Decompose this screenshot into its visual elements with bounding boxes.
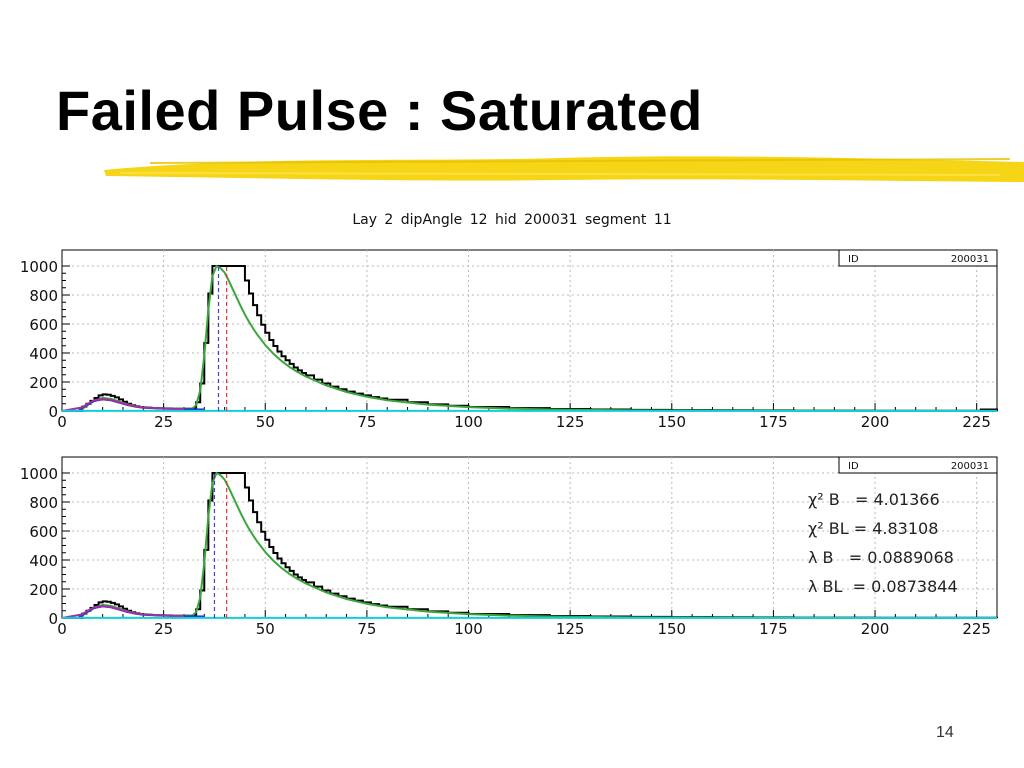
x-tick-label: 125 xyxy=(556,620,585,638)
stats-box xyxy=(838,249,998,267)
series-line-3 xyxy=(61,398,184,412)
y-tick-label: 1000 xyxy=(20,258,58,276)
y-tick-label: 800 xyxy=(29,287,58,305)
x-tick-label: 175 xyxy=(759,413,788,431)
y-tick-label: 1000 xyxy=(20,465,58,483)
x-tick-label: 50 xyxy=(256,413,275,431)
stats-box-value: 200031 xyxy=(951,461,989,472)
x-tick-label: 225 xyxy=(962,620,991,638)
series-line-3 xyxy=(61,605,184,619)
chart-panel-1: 0 25 50 75 100 125 150 175 200 225 0 200 400 600 800 10… xyxy=(20,249,998,431)
y-tick-label: 400 xyxy=(29,345,58,363)
y-tick-label: 400 xyxy=(29,552,58,570)
x-tick-label: 200 xyxy=(861,620,890,638)
slide-title: Failed Pulse : Saturated xyxy=(56,79,703,142)
y-tick-label: 200 xyxy=(29,374,58,392)
x-tick-label: 150 xyxy=(657,620,686,638)
y-tick-label: 600 xyxy=(29,316,58,334)
x-tick-label: 25 xyxy=(154,620,173,638)
plot-frame xyxy=(61,249,998,412)
x-tick-label: 100 xyxy=(454,413,483,431)
stats-box-label: ID xyxy=(848,254,859,265)
x-tick-label: 75 xyxy=(357,620,376,638)
stats-box-label: ID xyxy=(848,461,859,472)
plot-frame xyxy=(61,456,998,619)
x-tick-label: 175 xyxy=(759,620,788,638)
x-tick-label: 0 xyxy=(57,413,67,431)
x-tick-label: 25 xyxy=(154,413,173,431)
stats-box xyxy=(838,456,998,474)
fit-annotation: λ BL = 0.0873844 xyxy=(808,577,958,596)
x-tick-label: 150 xyxy=(657,413,686,431)
x-tick-label: 125 xyxy=(556,413,585,431)
y-tick-label: 800 xyxy=(29,494,58,512)
y-tick-label: 0 xyxy=(48,610,58,628)
x-tick-label: 50 xyxy=(256,620,275,638)
y-tick-label: 0 xyxy=(48,403,58,421)
x-tick-label: 75 xyxy=(357,413,376,431)
fit-annotation: λ B = 0.0889068 xyxy=(808,548,954,567)
chart-panel-2: 0 25 50 75 100 125 150 175 200 225 0 200 400 600 800 10… xyxy=(20,456,998,638)
stats-box-value: 200031 xyxy=(951,254,989,265)
fit-annotation: χ² BL = 4.83108 xyxy=(808,519,938,538)
page-number: 14 xyxy=(936,724,954,741)
x-tick-label: 100 xyxy=(454,620,483,638)
y-tick-label: 600 xyxy=(29,523,58,541)
chart-title: Lay 2 dipAngle 12 hid 200031 segment 11 xyxy=(352,212,672,228)
y-tick-label: 200 xyxy=(29,581,58,599)
fit-annotation: χ² B = 4.01366 xyxy=(808,490,940,509)
title-highlight-stroke xyxy=(104,156,1024,182)
x-tick-label: 225 xyxy=(962,413,991,431)
x-tick-label: 200 xyxy=(861,413,890,431)
x-tick-label: 0 xyxy=(57,620,67,638)
